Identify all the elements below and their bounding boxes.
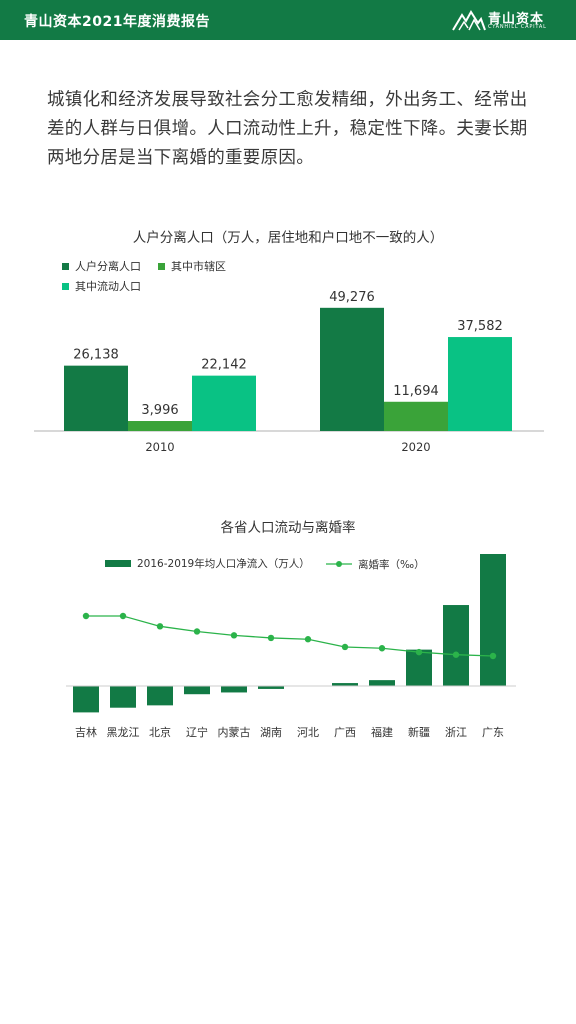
x-tick-label: 福建 (371, 725, 393, 739)
bar (448, 337, 512, 431)
bar (480, 554, 506, 686)
bar (258, 686, 284, 689)
bar (332, 683, 358, 686)
x-tick-label: 2010 (145, 440, 174, 454)
migrant-population-chart: 人户分离人口（万人，居住地和户口地不一致的人） 人户分离人口 其中市辖区其中流动人口… (34, 229, 544, 454)
x-tick-label: 广西 (334, 726, 356, 739)
bar (192, 375, 256, 431)
bar (110, 686, 136, 708)
report-title: 青山资本2021年度消费报告 (24, 14, 210, 30)
line-point (304, 636, 312, 643)
bar-value-label: 11,694 (393, 384, 439, 399)
bar (73, 686, 99, 713)
legend-label: 人户分离人口 (75, 259, 141, 273)
line-point (193, 628, 201, 635)
legend-swatch (62, 283, 69, 290)
province-divorce-chart: 各省人口流动与离婚率 2016-2019年均人口净流入（万人） 离婚率（‰） 吉林 黑龙… (66, 519, 516, 739)
line-point (415, 648, 423, 656)
legend-swatch (105, 560, 131, 567)
x-tick-label: 北京 (149, 725, 171, 739)
x-tick-label: 内蒙古 (218, 725, 251, 739)
bar-value-label: 26,138 (73, 348, 119, 363)
bar (320, 307, 384, 431)
divorce-rate-line (86, 615, 494, 657)
bar (406, 649, 432, 686)
x-tick-label: 浙江 (445, 726, 467, 739)
line-point (230, 632, 238, 639)
legend-label: 离婚率（‰） (358, 558, 425, 571)
chart-title: 各省人口流动与离婚率 (221, 519, 356, 536)
cyanhill-logo: 青山资本 CYANHILL CAPITAL (452, 7, 552, 33)
x-tick-label: 辽宁 (186, 725, 208, 739)
x-tick-label: 2020 (401, 440, 430, 454)
bar (64, 365, 128, 431)
legend-label: 其中市辖区 (171, 259, 226, 273)
mountain-logo-icon (452, 10, 486, 31)
bar (221, 686, 247, 693)
legend-swatch (158, 263, 165, 270)
x-tick-label: 黑龙江 (107, 726, 140, 739)
chart-title: 人户分离人口（万人，居住地和户口地不一致的人） (133, 229, 444, 246)
x-tick-label: 新疆 (408, 725, 430, 739)
bar (184, 686, 210, 695)
line-point (341, 643, 349, 651)
bar-value-label: 22,142 (201, 358, 247, 373)
bar-value-label: 37,582 (457, 319, 503, 334)
line-point (378, 645, 386, 652)
x-tick-label: 湖南 (260, 726, 282, 739)
logo-subtitle: CYANHILL CAPITAL (488, 24, 547, 30)
bar (443, 605, 469, 686)
report-header: 青山资本2021年度消费报告 青山资本 CYANHILL CAPITAL (0, 0, 576, 40)
line-point (156, 623, 164, 630)
legend-label: 2016-2019年均人口净流入（万人） (137, 557, 310, 570)
bar (147, 686, 173, 706)
x-tick-label: 吉林 (75, 725, 97, 739)
bar-value-label: 49,276 (329, 290, 375, 305)
x-tick-label: 河北 (297, 726, 319, 739)
x-tick-label: 广东 (482, 726, 504, 739)
intro-paragraph: 城镇化和经济发展导致社会分工愈发精细，外出务工、经常出差的人群与日俱增。人口流动… (47, 90, 528, 168)
bar-value-label: 3,996 (141, 403, 178, 418)
logo-name: 青山资本 (488, 12, 545, 27)
legend-marker (336, 561, 342, 567)
bar (384, 401, 448, 431)
bar (128, 421, 192, 431)
legend-label: 其中流动人口 (75, 279, 141, 293)
line-point (82, 612, 90, 620)
line-point (452, 651, 460, 658)
line-point (267, 634, 275, 642)
line-point (489, 652, 497, 660)
legend-swatch (62, 263, 69, 270)
line-point (119, 612, 127, 620)
bar (369, 680, 395, 686)
